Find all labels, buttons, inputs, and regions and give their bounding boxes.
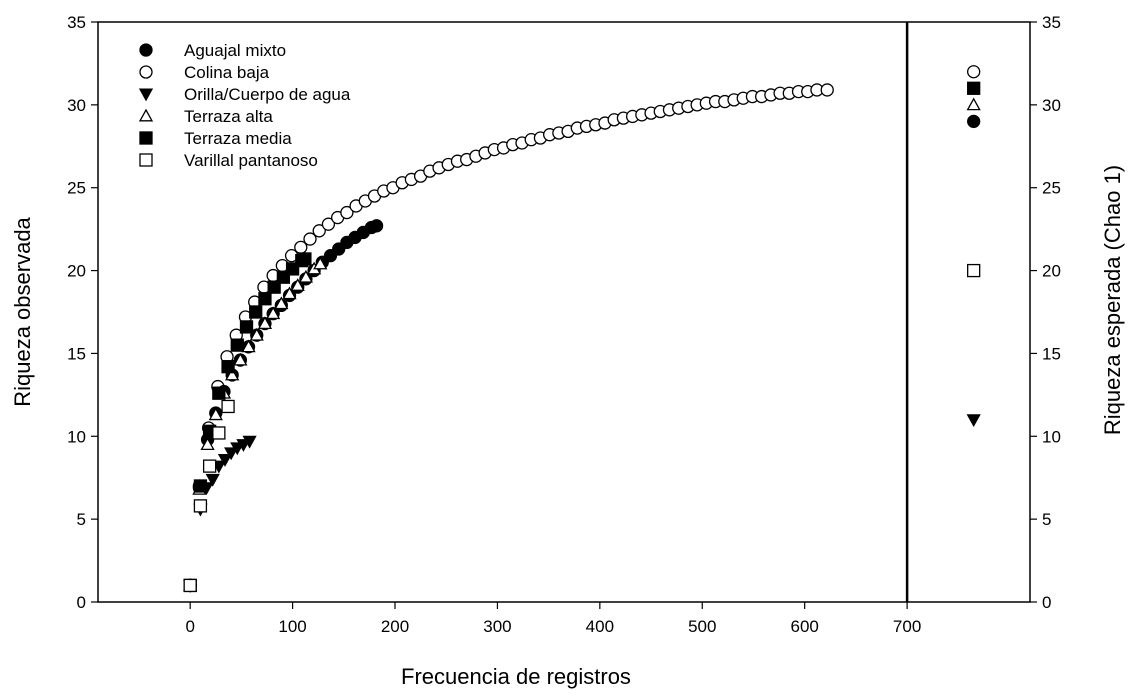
data-point (242, 435, 257, 449)
x-tick-label: 500 (688, 617, 716, 636)
data-point (193, 499, 208, 513)
data-point (202, 459, 217, 473)
series-colina-baja (183, 65, 981, 593)
y-tick-label-left: 25 (67, 179, 86, 198)
y-tick-label-left: 15 (67, 344, 86, 363)
y-tick-label-right: 0 (1042, 593, 1051, 612)
data-point (274, 296, 289, 310)
plot-frame (97, 21, 1031, 603)
data-point (249, 305, 263, 319)
chao1-point (967, 81, 981, 95)
y-axis-title-left: Riqueza observada (10, 216, 35, 406)
data-point (298, 269, 314, 283)
x-tick-label: 0 (185, 617, 194, 636)
legend-marker (139, 153, 153, 167)
x-axis: 0 100 200 300 400 500 600 700 (185, 602, 921, 636)
y-tick-label-right: 15 (1042, 344, 1061, 363)
y-tick-label-left: 30 (67, 96, 86, 115)
legend-label: Terraza media (184, 129, 292, 148)
legend-label: Aguajal mixto (184, 41, 286, 60)
legend-marker (138, 108, 154, 122)
legend-marker (139, 43, 153, 57)
legend-marker (139, 65, 153, 79)
series-varillal-pantanoso (183, 263, 981, 593)
y-axis-right: 0 5 10 15 20 25 30 35 (1030, 13, 1061, 612)
data-point (290, 278, 305, 291)
data-point (249, 327, 264, 341)
chao1-point (966, 414, 981, 428)
data-point (303, 232, 317, 246)
data-point (340, 205, 354, 220)
y-tick-label-right: 10 (1042, 427, 1061, 446)
data-point (233, 352, 248, 366)
data-point (230, 338, 244, 352)
data-point (266, 306, 281, 320)
x-axis-title: Frecuencia de registros (401, 664, 631, 689)
x-tick-label: 300 (483, 617, 511, 636)
data-point (298, 252, 312, 266)
data-point (212, 386, 226, 400)
data-point (258, 292, 272, 306)
data-point (199, 482, 214, 495)
y-tick-label-left: 5 (77, 510, 86, 529)
series-aguajal-mixto (183, 114, 981, 593)
x-tick-label: 400 (586, 617, 614, 636)
y-tick-label-right: 25 (1042, 179, 1061, 198)
y-tick-label-right: 30 (1042, 96, 1061, 115)
chao1-point (967, 114, 981, 129)
data-point (267, 280, 281, 294)
data-point (241, 339, 256, 353)
legend-label: Terraza alta (184, 107, 273, 126)
data-point (208, 407, 223, 421)
legend-label: Varillal pantanoso (184, 151, 318, 170)
y-tick-label-left: 10 (67, 427, 86, 446)
data-point (369, 219, 384, 233)
legend-label: Orilla/Cuerpo de agua (184, 85, 351, 104)
legend-marker (138, 88, 154, 102)
data-point (820, 83, 834, 97)
data-point (321, 217, 336, 231)
y-axis-left: 0 5 10 15 20 25 30 35 (67, 13, 98, 612)
y-tick-label-right: 35 (1042, 13, 1061, 32)
data-point (312, 224, 326, 238)
y-tick-label-right: 5 (1042, 510, 1051, 529)
series-layer (183, 65, 981, 593)
chao1-point (966, 97, 981, 111)
chao1-point (967, 65, 981, 79)
data-point (205, 473, 220, 487)
data-point (257, 316, 273, 330)
data-point (217, 454, 233, 467)
x-tick-label: 200 (381, 617, 409, 636)
data-point (221, 360, 235, 374)
data-point (225, 367, 240, 381)
data-point (239, 320, 254, 334)
data-point (313, 256, 328, 270)
legend: Aguajal mixto Colina baja Orilla/Cuerpo de… (138, 41, 351, 170)
series-orilla-cuerpo-de-agua (183, 414, 981, 593)
data-point (221, 399, 235, 414)
data-point (212, 426, 226, 440)
y-tick-label-left: 20 (67, 262, 86, 281)
legend-label: Colina baja (184, 63, 270, 82)
data-point (183, 578, 197, 593)
y-tick-label-left: 0 (77, 593, 86, 612)
series-terraza-alta (183, 97, 981, 591)
y-axis-title-right: Riqueza esperada (Chao 1) (1100, 165, 1125, 435)
data-point (224, 447, 239, 461)
data-point (282, 286, 297, 300)
x-tick-label: 600 (790, 617, 818, 636)
data-point (200, 437, 215, 451)
chao1-point (967, 263, 981, 278)
x-tick-label: 100 (278, 617, 306, 636)
y-tick-label-left: 35 (67, 13, 86, 32)
x-tick-label: 700 (893, 617, 921, 636)
legend-marker (139, 131, 153, 145)
y-tick-label-right: 20 (1042, 262, 1061, 281)
